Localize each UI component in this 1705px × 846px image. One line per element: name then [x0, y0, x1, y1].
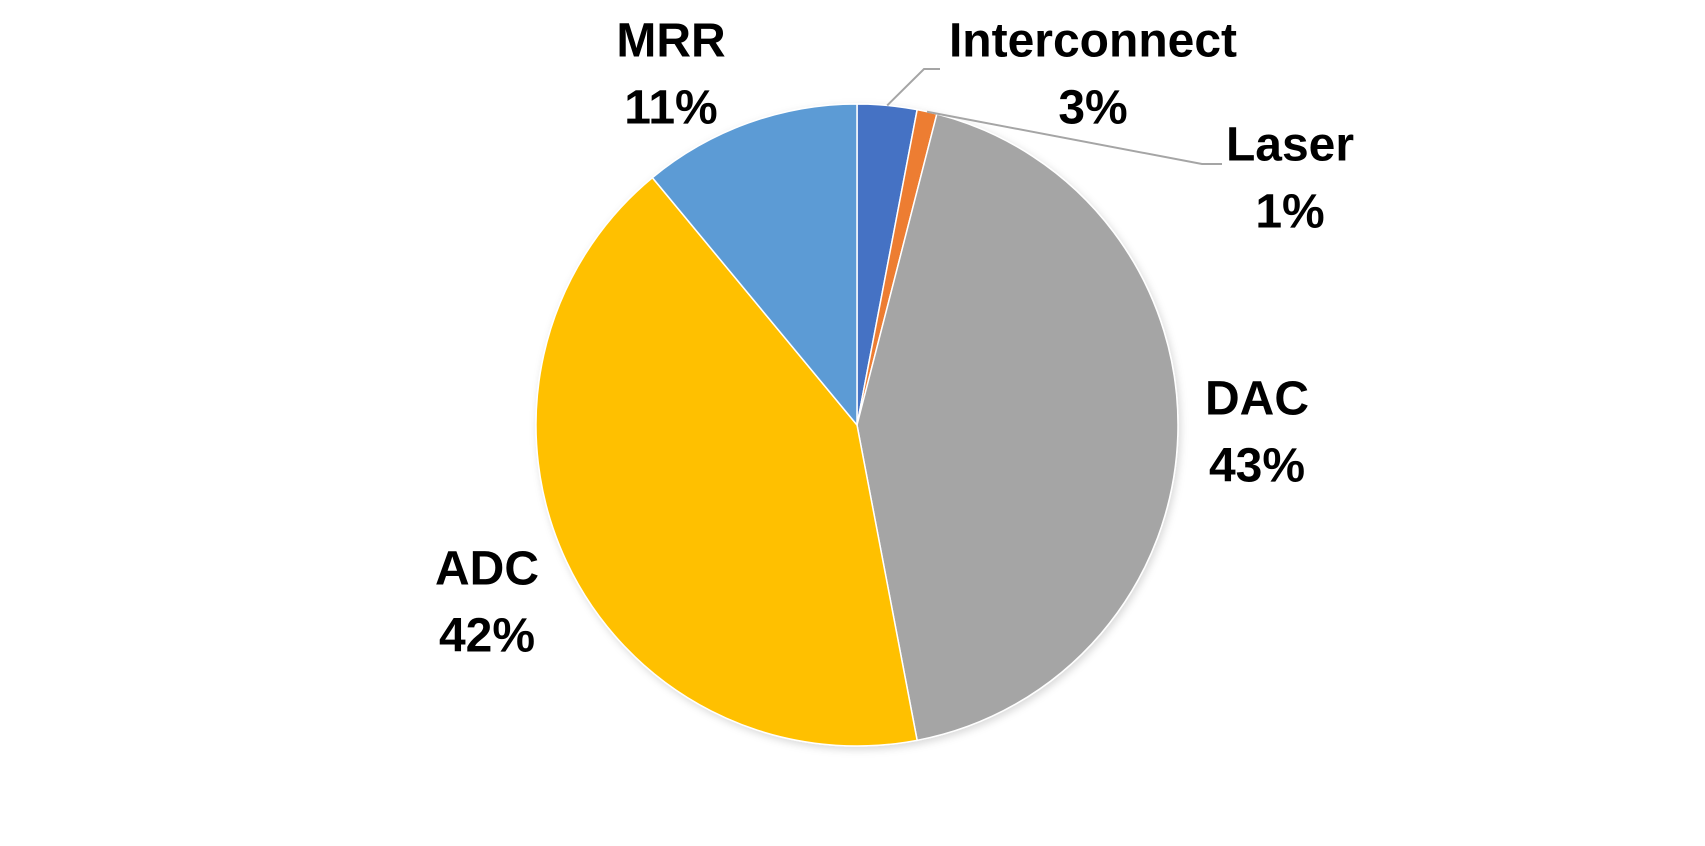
- leader-line: [926, 110, 1222, 165]
- value-label: 3%: [1058, 82, 1127, 135]
- category-label: Laser: [1226, 119, 1354, 172]
- leader-line: [886, 68, 940, 107]
- value-label: 43%: [1209, 440, 1305, 493]
- pie-slice: [856, 113, 1179, 742]
- value-label: 11%: [624, 82, 717, 135]
- category-label: MRR: [616, 15, 725, 68]
- category-label: DAC: [1205, 373, 1309, 426]
- category-label: ADC: [435, 543, 539, 596]
- pie: [535, 103, 1179, 747]
- pie-slice: [651, 103, 858, 428]
- category-label: Interconnect: [949, 15, 1237, 68]
- labels: Interconnect 3% Laser 1% DAC 43% ADC 42% MRR 11%: [435, 15, 1354, 663]
- pie-slice: [535, 176, 919, 747]
- value-label: 1%: [1255, 186, 1324, 239]
- value-label: 42%: [439, 610, 535, 663]
